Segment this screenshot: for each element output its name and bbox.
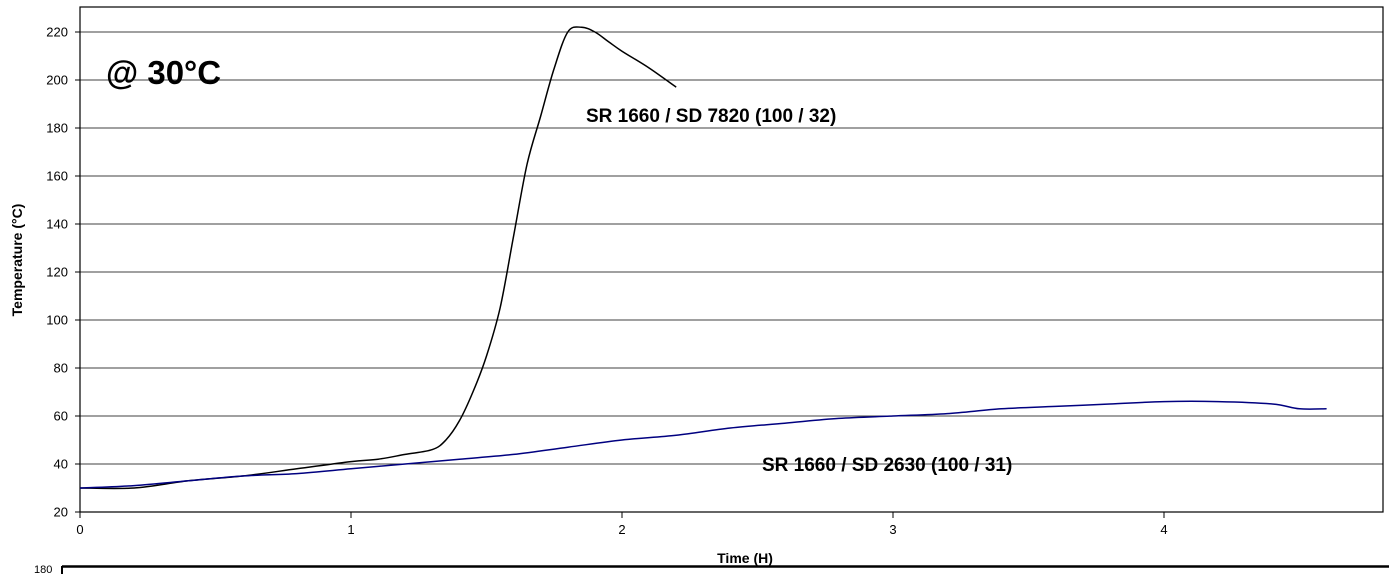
y-axis-title: Temperature (°C) <box>9 204 25 317</box>
y-tick-label: 200 <box>46 73 68 88</box>
y-tick-label: 160 <box>46 169 68 184</box>
x-tick-label: 1 <box>347 522 354 537</box>
y-tick-label: 220 <box>46 25 68 40</box>
condition-annotation: @ 30°C <box>106 54 221 91</box>
cropped-tick-label: 180 <box>34 564 52 574</box>
y-tick-label: 40 <box>54 457 68 472</box>
plot-area <box>79 6 1384 513</box>
y-tick-label: 60 <box>54 409 68 424</box>
series-line-sd2630 <box>79 400 1327 489</box>
series-b-label: SR 1660 / SD 2630 (100 / 31) <box>762 455 1012 476</box>
y-tick-label: 120 <box>46 265 68 280</box>
y-tick-label: 140 <box>46 217 68 232</box>
x-tick-label: 4 <box>1160 522 1167 537</box>
x-tick-label: 0 <box>76 522 83 537</box>
x-tick-label: 3 <box>889 522 896 537</box>
y-tick-label: 20 <box>54 505 68 520</box>
series-line-sd7820 <box>79 26 677 490</box>
y-axis: 20 40 60 80 100 120 140 160 180 200 220 <box>46 25 80 520</box>
x-tick-label: 2 <box>618 522 625 537</box>
gridlines <box>80 31 1383 465</box>
y-tick-label: 100 <box>46 313 68 328</box>
y-tick-label: 180 <box>46 121 68 136</box>
x-axis-title: Time (H) <box>717 550 773 566</box>
x-axis: 0 1 2 3 4 <box>76 512 1168 537</box>
y-tick-label: 80 <box>54 361 68 376</box>
series-a-label: SR 1660 / SD 7820 (100 / 32) <box>586 106 836 127</box>
series-lines <box>79 26 1327 490</box>
